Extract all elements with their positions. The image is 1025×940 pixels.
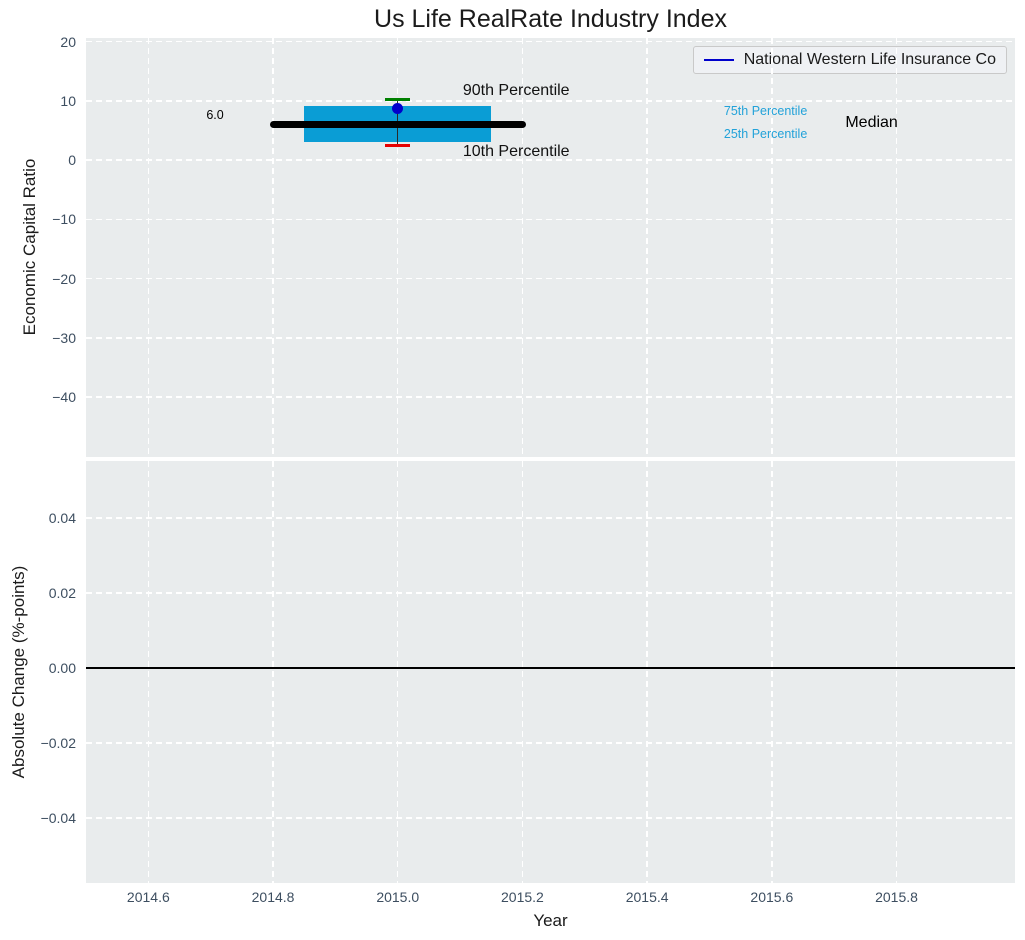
- annotation: 75th Percentile: [723, 104, 808, 119]
- x-tick-label: 2015.8: [875, 889, 918, 905]
- gridline-vertical: [396, 461, 399, 883]
- gridline-horizontal: [86, 100, 1015, 102]
- p90-cap: [385, 97, 411, 101]
- gridline-vertical: [771, 461, 773, 883]
- gridline-horizontal: [86, 592, 1015, 594]
- y-tick-label: −40: [52, 389, 76, 406]
- legend: National Western Life Insurance Co: [692, 46, 1007, 74]
- gridline-horizontal: [86, 337, 1015, 339]
- y-tick-label: −0.04: [40, 810, 76, 827]
- annotation: 10th Percentile: [462, 142, 570, 160]
- gridline-vertical: [396, 38, 399, 457]
- annotation: 90th Percentile: [462, 81, 570, 99]
- annotation: 25th Percentile: [723, 126, 808, 141]
- gridline-vertical: [895, 461, 898, 883]
- gridline-vertical: [771, 38, 773, 457]
- gridline-vertical: [521, 461, 524, 883]
- gridline-horizontal: [86, 277, 1015, 280]
- gridline-vertical: [646, 461, 648, 883]
- gridline-vertical: [895, 38, 898, 457]
- legend-line-swatch: [703, 58, 734, 62]
- y-tick-label: −20: [52, 270, 76, 287]
- y-tick-label: 20: [60, 33, 76, 50]
- gridline-horizontal: [86, 40, 1015, 43]
- bottom-plot-area: [86, 461, 1015, 883]
- annotation: 6.0: [206, 107, 224, 122]
- company-point: [392, 103, 404, 115]
- y-tick-label: 0.00: [48, 660, 76, 677]
- chart-title: Us Life RealRate Industry Index: [374, 5, 727, 33]
- y-tick-label: 10: [60, 92, 76, 109]
- annotation: Median: [845, 114, 898, 132]
- y-tick-label: 0.02: [48, 585, 76, 602]
- y-tick-label: −30: [52, 329, 76, 346]
- median-line: [269, 121, 526, 129]
- gridline-horizontal: [86, 396, 1015, 398]
- zero-line: [86, 667, 1015, 670]
- gridline-vertical: [646, 38, 648, 457]
- legend-label: National Western Life Insurance Co: [743, 51, 996, 68]
- y-axis-label-top: Economic Capital Ratio: [20, 158, 39, 336]
- y-tick-label: −10: [52, 211, 76, 228]
- x-axis-label: Year: [533, 911, 568, 930]
- gridline-horizontal: [86, 218, 1015, 221]
- y-tick-label: 0: [68, 152, 76, 169]
- x-tick-label: 2015.4: [625, 889, 669, 905]
- gridline-horizontal: [86, 817, 1015, 819]
- x-tick-label: 2014.8: [251, 889, 295, 905]
- gridline-horizontal: [86, 517, 1015, 519]
- gridline-horizontal: [86, 159, 1015, 161]
- gridline-vertical: [147, 461, 150, 883]
- p10-cap: [385, 143, 411, 147]
- gridline-horizontal: [86, 742, 1015, 744]
- y-tick-label: −0.02: [40, 735, 76, 752]
- gridline-vertical: [521, 38, 524, 457]
- x-tick-label: 2015.2: [501, 889, 544, 905]
- x-tick-label: 2015.6: [750, 889, 794, 905]
- gridline-vertical: [272, 38, 274, 457]
- gridline-vertical: [147, 38, 150, 457]
- x-tick-label: 2014.6: [126, 889, 170, 905]
- top-plot-area: National Western Life Insurance Co 6.0 90…: [86, 38, 1015, 457]
- x-tick-label: 2015.0: [376, 889, 420, 905]
- gridline-vertical: [272, 461, 274, 883]
- y-tick-label: 0.04: [48, 510, 76, 527]
